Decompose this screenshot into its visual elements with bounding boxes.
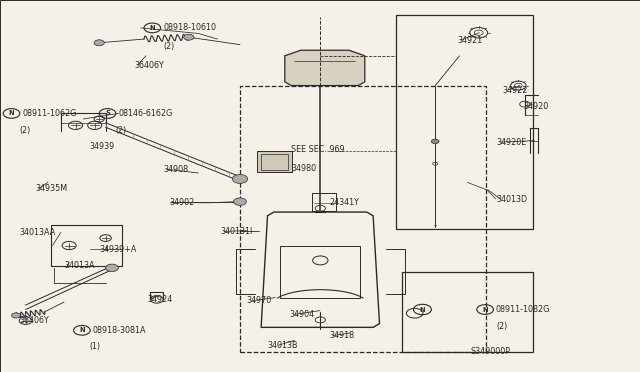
Circle shape [106, 264, 118, 272]
Circle shape [94, 40, 104, 46]
Text: 24341Y: 24341Y [330, 198, 360, 207]
Bar [257, 151, 292, 172]
Text: N: N [9, 110, 14, 116]
Text: N: N [420, 307, 425, 312]
Text: 08911-1082G: 08911-1082G [496, 305, 550, 314]
Text: 34980: 34980 [291, 164, 316, 173]
Polygon shape [285, 50, 365, 86]
Text: 340131I: 340131I [221, 227, 253, 236]
Text: 34939+A: 34939+A [99, 246, 136, 254]
Text: 34013B: 34013B [268, 341, 298, 350]
Text: 34013D: 34013D [496, 195, 527, 203]
Text: 08911-1062G: 08911-1062G [22, 109, 77, 118]
Text: (2): (2) [19, 126, 31, 135]
Text: 36406Y: 36406Y [134, 61, 164, 70]
Ellipse shape [293, 62, 305, 72]
Text: 34939: 34939 [90, 142, 115, 151]
Bar [280, 246, 360, 298]
Text: 36406Y: 36406Y [19, 316, 49, 325]
Bar [261, 154, 288, 170]
Bar [240, 86, 486, 352]
Text: 34924: 34924 [147, 295, 172, 304]
Text: 34908: 34908 [163, 165, 188, 174]
Text: 34920: 34920 [524, 102, 548, 110]
Text: 34918: 34918 [330, 331, 355, 340]
Text: 34920E: 34920E [496, 138, 526, 147]
Text: (2): (2) [115, 126, 127, 135]
Text: 08918-3081A: 08918-3081A [93, 326, 147, 335]
Ellipse shape [328, 62, 339, 72]
Circle shape [431, 139, 439, 144]
Circle shape [234, 198, 246, 205]
Text: (2): (2) [163, 42, 175, 51]
Text: (2): (2) [496, 322, 508, 331]
Circle shape [184, 34, 194, 40]
Text: 08146-6162G: 08146-6162G [118, 109, 173, 118]
Circle shape [12, 313, 20, 318]
Text: 34970: 34970 [246, 296, 271, 305]
Text: 34013AA: 34013AA [19, 228, 56, 237]
Ellipse shape [310, 62, 322, 72]
Text: N: N [483, 307, 488, 312]
Text: S349000P: S349000P [470, 347, 511, 356]
Bar [396, 15, 533, 229]
Ellipse shape [345, 62, 356, 72]
Text: 34902: 34902 [170, 198, 195, 207]
Text: 08918-10610: 08918-10610 [163, 23, 216, 32]
Text: 34935M: 34935M [35, 185, 67, 193]
Text: 34013A: 34013A [64, 262, 95, 270]
Text: 34922: 34922 [502, 86, 528, 94]
Circle shape [232, 174, 248, 183]
Text: SEE SEC. 969: SEE SEC. 969 [291, 145, 345, 154]
Text: N: N [150, 25, 155, 31]
Text: 34921: 34921 [458, 36, 483, 45]
Text: (1): (1) [90, 342, 100, 351]
Text: N: N [79, 327, 84, 333]
Bar [402, 272, 533, 352]
Text: 34904: 34904 [290, 310, 315, 319]
Text: S: S [105, 110, 110, 116]
